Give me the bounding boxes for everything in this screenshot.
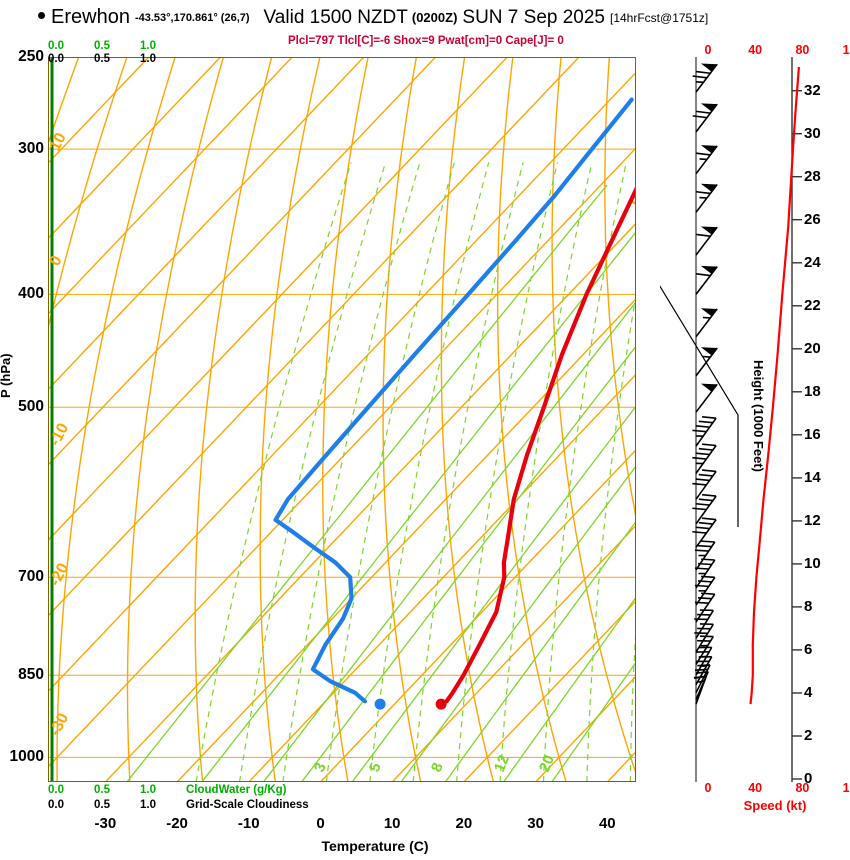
temperature-tick--30: -30 [94,815,117,832]
valid-time-zulu: (0200Z) [411,10,458,25]
svg-text:20: 20 [536,753,558,775]
height-tick-2: 2 [804,726,813,744]
temperature-tick-20: 20 [455,815,473,832]
height-tick-6: 6 [804,640,813,658]
speed-tick-top-0: 0 [704,43,712,57]
cloudwater-legend: 0.0 0.5 1.0 CloudWater (g/Kg) [48,784,287,796]
height-tick-16: 16 [804,425,821,443]
pressure-tick-250: 250 [18,48,44,65]
speed-tick-bottom-120: 12 [842,781,850,795]
cl-bot-1: 0.5 [94,799,110,811]
speed-tick-bottom-0: 0 [704,781,712,795]
sounding-parameters: Plcl=797 Tlcl[C]=-6 Shox=9 Pwat[cm]=0 Ca… [288,35,564,47]
station-dot-icon [38,12,45,19]
pressure-tick-400: 400 [18,285,44,303]
cl-bot-0: 0.0 [48,799,64,811]
pressure-tick-700: 700 [18,568,44,586]
pressure-tick-1000: 1000 [9,748,44,766]
height-tick-18: 18 [804,382,821,400]
skewt-grid-and-curves: 100-10-20-3001020303581220 [48,57,636,782]
svg-text:12: 12 [491,753,513,775]
temperature-axis-title: Temperature (C) [0,838,850,854]
speed-tick-top-80: 80 [795,43,810,57]
pressure-tick-500: 500 [18,398,44,416]
cl-top-0: 0.0 [48,53,64,65]
height-tick-8: 8 [804,597,813,615]
height-tick-10: 10 [804,554,821,572]
plot-frame [48,57,636,782]
station-coords: -43.53°,170.861° (26,7) [134,11,250,24]
height-tick-20: 20 [804,339,821,357]
pressure-axis-title: P (hPa) [0,353,13,398]
forecast-hour: [14hrFcst@1751z] [610,10,709,25]
height-tick-28: 28 [804,167,821,185]
temperature-tick-10: 10 [383,815,401,832]
station-name: Erewhon [51,6,130,28]
pressure-tick-300: 300 [18,140,44,158]
cl-bot-2: 1.0 [140,799,156,811]
height-tick-26: 26 [804,210,821,228]
cloudwater-legend-label: CloudWater (g/Kg) [186,784,287,796]
height-tick-30: 30 [804,124,821,142]
wind-speed-profile [749,66,800,705]
temperature-tick-0: 0 [316,815,325,832]
cloudiness-legend: 0.0 0.5 1.0 Grid-Scale Cloudiness [48,799,309,811]
title-bar: Erewhon -43.53°,170.861° (26,7) Valid 1500… [0,6,850,32]
speed-axis-title: Speed (kt) [743,798,807,813]
height-tick-0: 0 [804,770,813,787]
cw-bot-2: 1.0 [140,784,156,796]
skewt-plot-area: 100-10-20-3001020303581220 [48,57,636,782]
height-tick-32: 32 [804,81,821,99]
temperature-tick--20: -20 [166,815,188,832]
cloudwater-scale-top: 0.0 0.5 1.0 [48,40,186,52]
cw-top-2: 1.0 [140,40,156,52]
cw-top-0: 0.0 [48,40,64,52]
temperature-tick-30: 30 [527,815,544,832]
speed-tick-top-120: 12 [842,43,850,57]
cw-top-1: 0.5 [94,40,110,52]
cl-top-1: 0.5 [94,53,110,65]
speed-tick-bottom-80: 80 [795,781,810,795]
cl-top-2: 1.0 [140,53,156,65]
height-tick-12: 12 [804,511,821,529]
speed-tick-top-40: 40 [748,43,763,57]
valid-time: Valid 1500 NZDT [263,6,408,28]
wind-barb-panel [660,57,778,782]
cw-bot-1: 0.5 [94,784,110,796]
height-tick-4: 4 [804,683,813,701]
speed-tick-bottom-40: 40 [748,781,763,795]
temperature-axis-title-text: Temperature (C) [321,838,429,854]
height-tick-14: 14 [804,468,821,486]
cloudiness-scale-top: 0.0 0.5 1.0 [48,53,186,65]
temperature-tick--10: -10 [237,815,260,832]
pressure-tick-850: 850 [18,666,44,684]
height-tick-24: 24 [804,253,821,271]
temperature-tick-40: 40 [598,815,616,832]
valid-date: SUN 7 Sep 2025 [462,6,605,28]
cw-bot-0: 0.0 [48,784,64,796]
svg-text:10: 10 [48,130,70,154]
wind-barbs [660,57,739,782]
cloudiness-legend-label: Grid-Scale Cloudiness [186,799,309,811]
height-tick-22: 22 [804,296,821,314]
